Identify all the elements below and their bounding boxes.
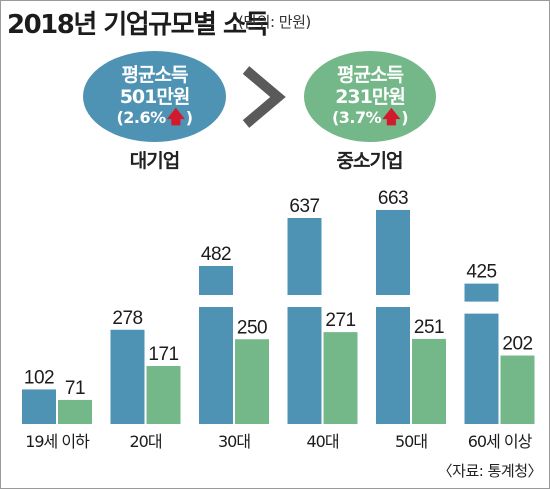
bar [110,329,145,424]
axis-break-band [463,301,500,314]
small-bubble-amount: 231만원 [335,86,406,108]
small-growth-value: (3.7% [331,108,382,127]
large-bubble-label: 평균소득 [121,64,189,86]
large-bubble-growth: (2.6% 🡅 ) [116,107,193,128]
category-label: 60세 이상 [468,432,533,451]
bar [412,338,446,424]
bar-value-label: 482 [201,244,231,265]
small-bubble-label: 평균소득 [337,64,404,86]
bar-value-label: 271 [325,310,355,331]
category-label: 19세 이하 [25,432,90,451]
axis-break-band [375,295,411,307]
bar [500,355,535,424]
large-company-caption: 대기업 [129,150,180,172]
large-company-income-bubble: 평균소득 501만원 (2.6% 🡅 ) [83,51,226,142]
bar-value-label: 250 [237,317,267,338]
bar-value-label: 637 [289,196,319,217]
bar [22,389,56,424]
small-company-caption: 중소기업 [336,150,404,172]
bar [376,209,410,424]
page-title: 2018년 기업규모별 소득 [7,10,269,40]
chevron-right-icon [242,66,286,128]
axis-break-band [198,295,234,307]
axis-break-band [286,295,323,307]
large-growth-value: (2.6% [116,108,166,127]
small-bubble-growth: (3.7% 🡅 ) [331,107,409,128]
bar-value-label: 663 [378,188,408,209]
up-arrow-icon: 🡅 [166,107,186,128]
category-label: 40대 [306,432,338,451]
bar [146,366,181,424]
bar-value-label: 251 [414,317,444,338]
large-growth-close: ) [185,108,193,127]
bar [58,399,92,424]
bar [323,332,358,424]
bar [199,265,233,424]
bar-value-label: 102 [24,367,54,388]
bar-value-label: 71 [65,378,85,399]
source-note: 〈자료: 통계청〉 [437,462,543,480]
up-arrow-icon: 🡅 [382,107,401,128]
bar-value-label: 278 [112,308,142,329]
bar [235,339,269,424]
bar [287,217,322,424]
unit-note: (단위: 만원) [238,13,311,31]
bar-value-label: 425 [466,262,496,283]
bar-value-label: 202 [502,334,532,355]
bar-value-label: 171 [148,344,178,365]
category-label: 20대 [129,432,161,451]
category-label: 30대 [218,432,250,451]
large-bubble-amount: 501만원 [119,86,191,108]
small-growth-close: ) [401,108,408,127]
small-company-income-bubble: 평균소득 231만원 (3.7% 🡅 ) [304,51,436,142]
category-label: 50대 [395,432,427,451]
